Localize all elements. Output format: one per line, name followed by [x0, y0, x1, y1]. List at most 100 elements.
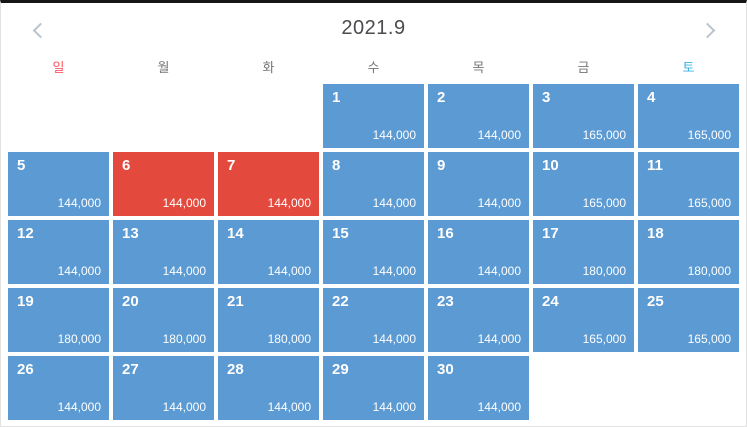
day-price: 144,000 [477, 400, 521, 414]
day-number: 15 [332, 225, 349, 242]
day-cell-17[interactable]: 17 180,000 [533, 220, 634, 284]
day-price: 144,000 [477, 128, 521, 142]
day-cell-12[interactable]: 12 144,000 [8, 220, 109, 284]
day-cell-26[interactable]: 26 144,000 [8, 356, 109, 420]
weekday-label-tue: 화 [262, 59, 275, 75]
day-number: 25 [647, 293, 664, 310]
day-cell-8[interactable]: 8 144,000 [323, 152, 424, 216]
day-number: 13 [122, 225, 139, 242]
day-number: 21 [227, 293, 244, 310]
prev-month-button[interactable] [25, 17, 51, 43]
day-number: 12 [17, 225, 34, 242]
day-cell-11[interactable]: 11 165,000 [638, 152, 739, 216]
day-price: 180,000 [582, 264, 626, 278]
day-number: 30 [437, 361, 454, 378]
day-price: 165,000 [687, 128, 731, 142]
day-number: 27 [122, 361, 139, 378]
day-price: 144,000 [162, 400, 206, 414]
day-cell-2[interactable]: 2 144,000 [428, 84, 529, 148]
day-price: 180,000 [162, 332, 206, 346]
next-month-button[interactable] [696, 17, 722, 43]
day-cell-7[interactable]: 7 144,000 [218, 152, 319, 216]
day-cell-21[interactable]: 21 180,000 [218, 288, 319, 352]
day-number: 16 [437, 225, 454, 242]
day-cell-13[interactable]: 13 144,000 [113, 220, 214, 284]
day-price: 144,000 [477, 332, 521, 346]
day-price: 144,000 [372, 264, 416, 278]
day-cell-14[interactable]: 14 144,000 [218, 220, 319, 284]
day-cell-27[interactable]: 27 144,000 [113, 356, 214, 420]
weekday-label-mon: 월 [157, 59, 170, 75]
day-cell-4[interactable]: 4 165,000 [638, 84, 739, 148]
weekday-label-sat: 토 [682, 59, 695, 75]
empty-cell [218, 84, 319, 148]
day-price: 144,000 [372, 128, 416, 142]
day-number: 8 [332, 157, 341, 174]
day-price: 144,000 [57, 400, 101, 414]
day-number: 1 [332, 89, 341, 106]
day-cell-23[interactable]: 23 144,000 [428, 288, 529, 352]
day-number: 29 [332, 361, 349, 378]
day-number: 24 [542, 293, 559, 310]
day-number: 11 [647, 157, 663, 174]
day-number: 4 [647, 89, 656, 106]
day-price: 144,000 [267, 264, 311, 278]
day-cell-16[interactable]: 16 144,000 [428, 220, 529, 284]
weekday-label-wed: 수 [367, 59, 380, 75]
day-cell-28[interactable]: 28 144,000 [218, 356, 319, 420]
day-number: 5 [17, 157, 26, 174]
day-cell-1[interactable]: 1 144,000 [323, 84, 424, 148]
day-number: 28 [227, 361, 244, 378]
day-price: 180,000 [687, 264, 731, 278]
day-number: 20 [122, 293, 139, 310]
day-cell-6[interactable]: 6 144,000 [113, 152, 214, 216]
chevron-right-icon [699, 22, 715, 38]
day-price: 144,000 [372, 400, 416, 414]
day-number: 14 [227, 225, 244, 242]
empty-cell [113, 84, 214, 148]
day-price: 165,000 [687, 196, 731, 210]
day-price: 144,000 [267, 196, 311, 210]
day-price: 144,000 [477, 264, 521, 278]
empty-cell [638, 356, 739, 420]
day-price: 144,000 [477, 196, 521, 210]
day-cell-15[interactable]: 15 144,000 [323, 220, 424, 284]
day-number: 10 [542, 157, 559, 174]
day-number: 26 [17, 361, 34, 378]
day-grid: 1 144,000 2 144,000 3 165,000 4 165,000 5 144,000… [1, 79, 746, 420]
day-price: 180,000 [267, 332, 311, 346]
day-price: 144,000 [162, 196, 206, 210]
day-price: 165,000 [582, 332, 626, 346]
day-price: 165,000 [582, 196, 626, 210]
calendar-header: 2021.9 [1, 3, 746, 53]
day-cell-10[interactable]: 10 165,000 [533, 152, 634, 216]
calendar-title: 2021.9 [341, 16, 406, 39]
day-cell-5[interactable]: 5 144,000 [8, 152, 109, 216]
day-cell-19[interactable]: 19 180,000 [8, 288, 109, 352]
day-number: 22 [332, 293, 349, 310]
day-number: 3 [542, 89, 551, 106]
day-price: 144,000 [372, 196, 416, 210]
day-number: 2 [437, 89, 446, 106]
weekday-label-sun: 일 [52, 59, 65, 75]
day-number: 18 [647, 225, 664, 242]
day-cell-18[interactable]: 18 180,000 [638, 220, 739, 284]
day-number: 6 [122, 157, 131, 174]
weekday-label-fri: 금 [577, 59, 590, 75]
day-number: 17 [542, 225, 559, 242]
day-cell-24[interactable]: 24 165,000 [533, 288, 634, 352]
day-price: 144,000 [267, 400, 311, 414]
day-price: 165,000 [582, 128, 626, 142]
day-cell-9[interactable]: 9 144,000 [428, 152, 529, 216]
day-cell-20[interactable]: 20 180,000 [113, 288, 214, 352]
day-cell-22[interactable]: 22 144,000 [323, 288, 424, 352]
day-cell-29[interactable]: 29 144,000 [323, 356, 424, 420]
day-number: 7 [227, 157, 236, 174]
day-cell-3[interactable]: 3 165,000 [533, 84, 634, 148]
day-price: 144,000 [372, 332, 416, 346]
day-cell-30[interactable]: 30 144,000 [428, 356, 529, 420]
day-price: 144,000 [57, 196, 101, 210]
day-cell-25[interactable]: 25 165,000 [638, 288, 739, 352]
empty-cell [8, 84, 109, 148]
